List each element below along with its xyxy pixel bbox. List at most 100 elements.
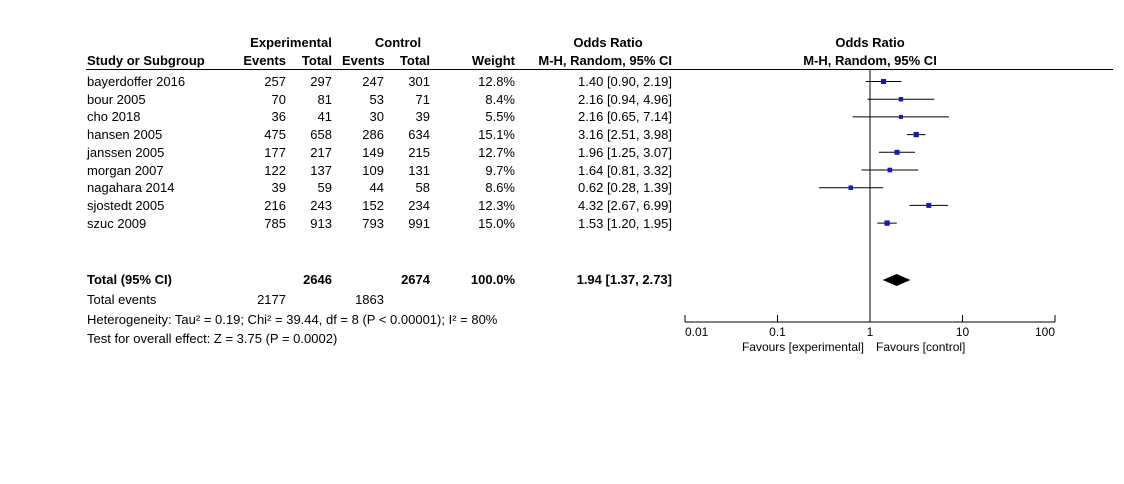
total-control: 39: [415, 109, 430, 125]
study-point-marker: [848, 185, 854, 190]
x-axis-tick-label: 0.01: [685, 325, 709, 339]
study-weight: 15.1%: [478, 127, 515, 143]
events-control: 109: [362, 162, 384, 178]
study-ci-text: 1.96 [1.25, 3.07]: [578, 144, 672, 160]
x-axis-tick-label: 10: [956, 325, 970, 339]
study-name: szuc 2009: [87, 215, 147, 231]
overall-effect-text: Test for overall effect: Z = 3.75 (P = 0…: [87, 331, 338, 346]
x-axis-tick-label: 1: [867, 325, 874, 339]
study-ci-text: 4.32 [2.67, 6.99]: [578, 197, 672, 213]
total-events-label: Total events: [87, 292, 157, 307]
events-experimental: 70: [271, 91, 286, 107]
favours-experimental-label: Favours [experimental]: [742, 340, 864, 354]
study-point-marker: [894, 149, 900, 155]
heterogeneity-text: Heterogeneity: Tau² = 0.19; Chi² = 39.44…: [87, 312, 498, 327]
weight-column-header: Weight: [471, 53, 515, 68]
study-name: nagahara 2014: [87, 180, 175, 196]
x-axis-tick-label: 0.1: [769, 325, 786, 339]
total-control: 58: [415, 180, 430, 196]
study-weight: 5.5%: [485, 109, 515, 125]
events-experimental: 122: [264, 162, 286, 178]
events-control: 30: [369, 109, 384, 125]
events-control: 152: [362, 197, 384, 213]
study-point-marker: [880, 78, 887, 85]
pooled-diamond: [882, 274, 911, 286]
events-experimental: 177: [264, 144, 286, 160]
study-point-marker: [898, 96, 904, 102]
total-experimental: 297: [310, 74, 332, 89]
events2-column-header: Events: [342, 53, 385, 68]
plot-method-header: M-H, Random, 95% CI: [803, 53, 937, 68]
study-ci-text: 2.16 [0.94, 4.96]: [578, 91, 672, 107]
study-weight: 12.7%: [478, 144, 515, 160]
total-control: 301: [408, 74, 430, 89]
total-experimental: 217: [310, 144, 332, 160]
total-control: 215: [408, 144, 430, 160]
study-name: sjostedt 2005: [87, 197, 165, 213]
odds-ratio-header: Odds Ratio: [573, 35, 643, 50]
study-point-marker: [887, 167, 893, 173]
events-control: 286: [362, 127, 384, 143]
total-experimental: 658: [310, 127, 332, 143]
total-control: 234: [408, 197, 430, 213]
total-label: Total (95% CI): [87, 272, 172, 287]
study-ci-text: 1.64 [0.81, 3.32]: [578, 162, 672, 178]
total-control: 71: [415, 91, 430, 107]
study-name: janssen 2005: [87, 144, 165, 160]
events-experimental: 39: [271, 180, 286, 196]
x-axis-tick-label: 100: [1035, 325, 1055, 339]
study-weight: 12.3%: [478, 197, 515, 213]
total-experimental: 59: [317, 180, 332, 196]
study-weight: 9.7%: [485, 162, 515, 178]
total-n1: 2646: [303, 272, 332, 287]
total-ci-text: 1.94 [1.37, 2.73]: [576, 272, 672, 287]
plot-odds-ratio-header: Odds Ratio: [835, 35, 905, 50]
study-ci-text: 0.62 [0.28, 1.39]: [578, 180, 672, 196]
study-point-marker: [926, 202, 932, 208]
study-weight: 12.8%: [478, 74, 515, 89]
events-experimental: 216: [264, 197, 286, 213]
total-experimental: 41: [317, 109, 332, 125]
control-group-header: Control: [374, 35, 422, 50]
study-column-header: Study or Subgroup: [87, 53, 205, 68]
total-experimental: 913: [310, 215, 332, 231]
study-name: hansen 2005: [87, 127, 163, 143]
header-separator-line: [86, 69, 1113, 70]
study-point-marker: [913, 131, 919, 138]
total-events-e2: 1863: [355, 292, 384, 307]
or-method-header: M-H, Random, 95% CI: [538, 53, 672, 68]
events-experimental: 475: [264, 127, 286, 143]
study-name: bour 2005: [87, 91, 146, 107]
study-ci-text: 2.16 [0.65, 7.14]: [578, 109, 672, 125]
events-control: 247: [362, 74, 384, 89]
experimental-group-header: Experimental: [250, 35, 332, 50]
study-ci-text: 3.16 [2.51, 3.98]: [578, 127, 672, 143]
total-events-e1: 2177: [257, 292, 286, 307]
study-name: cho 2018: [87, 109, 141, 125]
events-control: 793: [362, 215, 384, 231]
study-ci-text: 1.53 [1.20, 1.95]: [578, 215, 672, 231]
events-control: 44: [369, 180, 384, 196]
total-weight: 100.0%: [470, 272, 515, 287]
study-weight: 8.4%: [485, 91, 515, 107]
favours-control-label: Favours [control]: [876, 340, 965, 354]
total-experimental: 137: [310, 162, 332, 178]
events-control: 149: [362, 144, 384, 160]
study-weight: 15.0%: [478, 215, 515, 231]
total2-column-header: Total: [399, 53, 430, 68]
study-ci-text: 1.40 [0.90, 2.19]: [578, 74, 672, 89]
study-point-marker: [884, 220, 890, 226]
study-name: bayerdoffer 2016: [87, 74, 186, 89]
events-control: 53: [369, 91, 384, 107]
study-point-marker: [898, 114, 903, 119]
study-weight: 8.6%: [485, 180, 515, 196]
events1-column-header: Events: [243, 53, 286, 68]
events-experimental: 257: [264, 74, 286, 89]
total1-column-header: Total: [301, 53, 332, 68]
events-experimental: 36: [271, 109, 286, 125]
total-control: 991: [408, 215, 430, 231]
events-experimental: 785: [264, 215, 286, 231]
total-control: 131: [408, 162, 430, 178]
total-n2: 2674: [401, 272, 430, 287]
